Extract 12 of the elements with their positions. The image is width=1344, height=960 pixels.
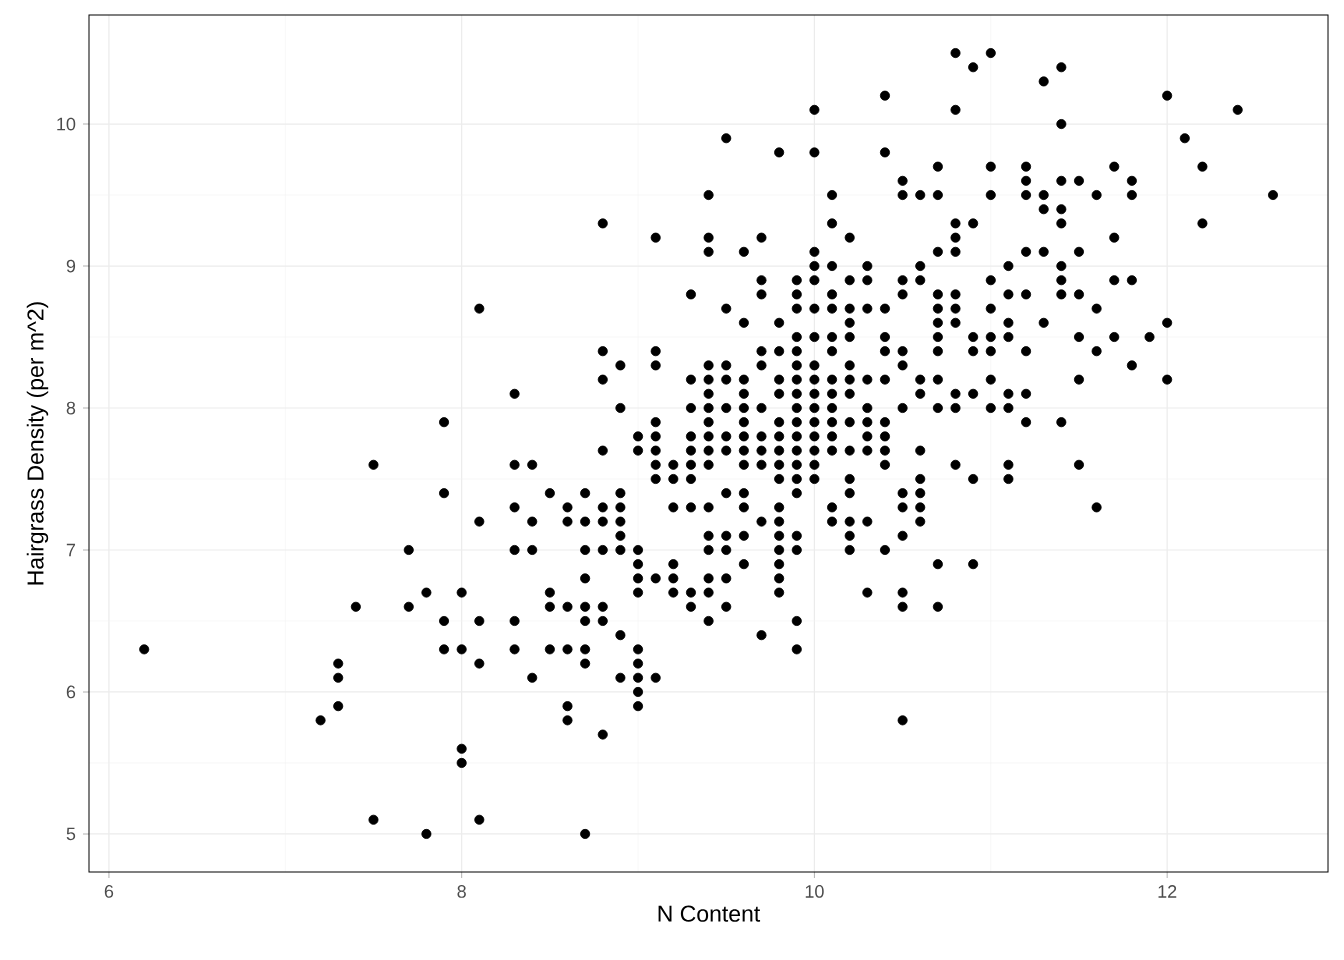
x-tick-label: 6	[104, 885, 114, 898]
y-tick-label: 9	[66, 259, 76, 273]
y-tick-label: 6	[66, 685, 76, 699]
x-tick-label: 12	[1158, 885, 1177, 898]
y-tick-label: 7	[66, 543, 76, 557]
x-tick-label: 10	[805, 885, 824, 898]
y-tick-label: 10	[57, 117, 76, 131]
x-axis-title: N Content	[658, 905, 761, 922]
x-tick-label: 8	[457, 885, 466, 898]
y-axis-title: Hairgrass Density (per m^2)	[26, 302, 49, 585]
y-tick-label: 5	[66, 827, 76, 841]
y-tick-label: 8	[66, 401, 76, 415]
